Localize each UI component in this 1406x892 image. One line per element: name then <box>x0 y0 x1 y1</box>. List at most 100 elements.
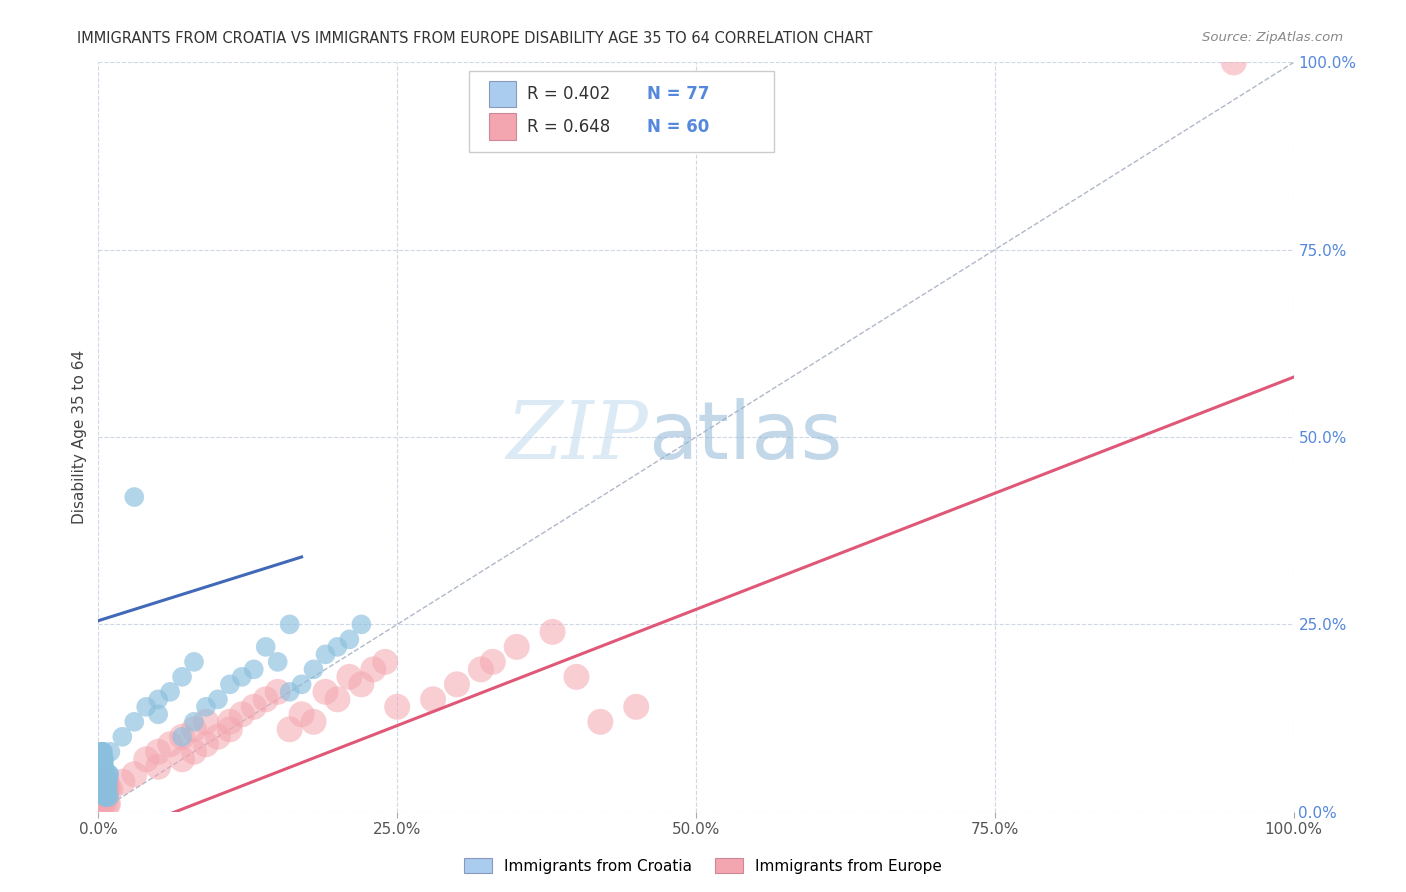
Point <box>183 655 205 669</box>
Point <box>93 760 115 774</box>
Point <box>91 752 114 766</box>
Point <box>350 617 373 632</box>
Point <box>93 782 115 797</box>
Point <box>219 677 242 691</box>
Point <box>291 677 314 691</box>
Point <box>94 789 117 804</box>
Point <box>96 782 118 797</box>
Text: N = 60: N = 60 <box>647 118 709 136</box>
Point <box>207 730 229 744</box>
Point <box>91 745 114 759</box>
Point <box>94 774 117 789</box>
Point <box>94 789 117 804</box>
Point <box>91 774 114 789</box>
Point <box>315 648 337 662</box>
Point <box>422 692 444 706</box>
Point <box>97 782 120 797</box>
Point <box>91 760 114 774</box>
Point <box>93 782 115 797</box>
Point <box>195 699 218 714</box>
Point <box>91 767 114 781</box>
FancyBboxPatch shape <box>470 71 773 153</box>
Point <box>91 797 114 812</box>
Point <box>97 774 120 789</box>
Point <box>96 774 118 789</box>
Point <box>98 767 121 781</box>
Point <box>541 624 564 639</box>
Point <box>98 789 121 804</box>
Point <box>93 782 115 797</box>
Point <box>124 490 146 504</box>
Point <box>91 752 114 766</box>
Point <box>91 760 114 774</box>
Point <box>195 714 218 729</box>
Point <box>91 760 114 774</box>
Point <box>446 677 468 691</box>
Point <box>326 640 349 654</box>
Point <box>94 789 117 804</box>
Text: Source: ZipAtlas.com: Source: ZipAtlas.com <box>1202 31 1343 45</box>
Point <box>93 767 115 781</box>
Point <box>159 737 181 751</box>
Point <box>91 760 114 774</box>
Point <box>96 797 118 812</box>
Point <box>98 767 121 781</box>
Point <box>94 774 117 789</box>
Text: N = 77: N = 77 <box>647 86 710 103</box>
Point <box>96 789 118 804</box>
Point <box>148 692 170 706</box>
Point <box>96 782 118 797</box>
Point <box>243 699 266 714</box>
Point <box>93 774 115 789</box>
Point <box>90 767 112 781</box>
Point <box>183 745 205 759</box>
Point <box>93 752 115 766</box>
Point <box>97 774 120 789</box>
Point <box>94 782 117 797</box>
Point <box>589 714 612 729</box>
Point <box>385 699 409 714</box>
Point <box>148 707 170 722</box>
Point <box>183 723 205 737</box>
Point <box>94 789 117 804</box>
Point <box>96 782 118 797</box>
Point <box>96 774 118 789</box>
Point <box>148 745 170 759</box>
FancyBboxPatch shape <box>489 81 516 107</box>
Point <box>94 774 117 789</box>
Point <box>111 730 134 744</box>
Point <box>135 752 157 766</box>
Text: atlas: atlas <box>648 398 842 476</box>
Point <box>481 655 505 669</box>
Point <box>302 662 325 676</box>
Point <box>91 789 114 804</box>
Point <box>91 782 114 797</box>
Point <box>506 640 529 654</box>
Point <box>93 782 115 797</box>
Point <box>91 745 114 759</box>
Point <box>93 789 115 804</box>
Point <box>243 662 266 676</box>
Point <box>267 685 290 699</box>
Point <box>124 714 146 729</box>
Point <box>97 797 120 812</box>
Point <box>374 655 396 669</box>
Point <box>90 745 112 759</box>
Point <box>135 699 157 714</box>
Point <box>278 685 301 699</box>
Point <box>278 723 301 737</box>
Point <box>90 797 112 812</box>
Point <box>339 670 361 684</box>
Point <box>91 760 114 774</box>
Point <box>278 617 301 632</box>
Point <box>93 774 115 789</box>
Point <box>302 714 325 729</box>
Point <box>219 714 242 729</box>
Point <box>626 699 648 714</box>
Point <box>98 782 122 797</box>
Point <box>172 670 194 684</box>
FancyBboxPatch shape <box>489 113 516 140</box>
Point <box>96 767 118 781</box>
Point <box>91 752 114 766</box>
Point <box>91 745 114 759</box>
